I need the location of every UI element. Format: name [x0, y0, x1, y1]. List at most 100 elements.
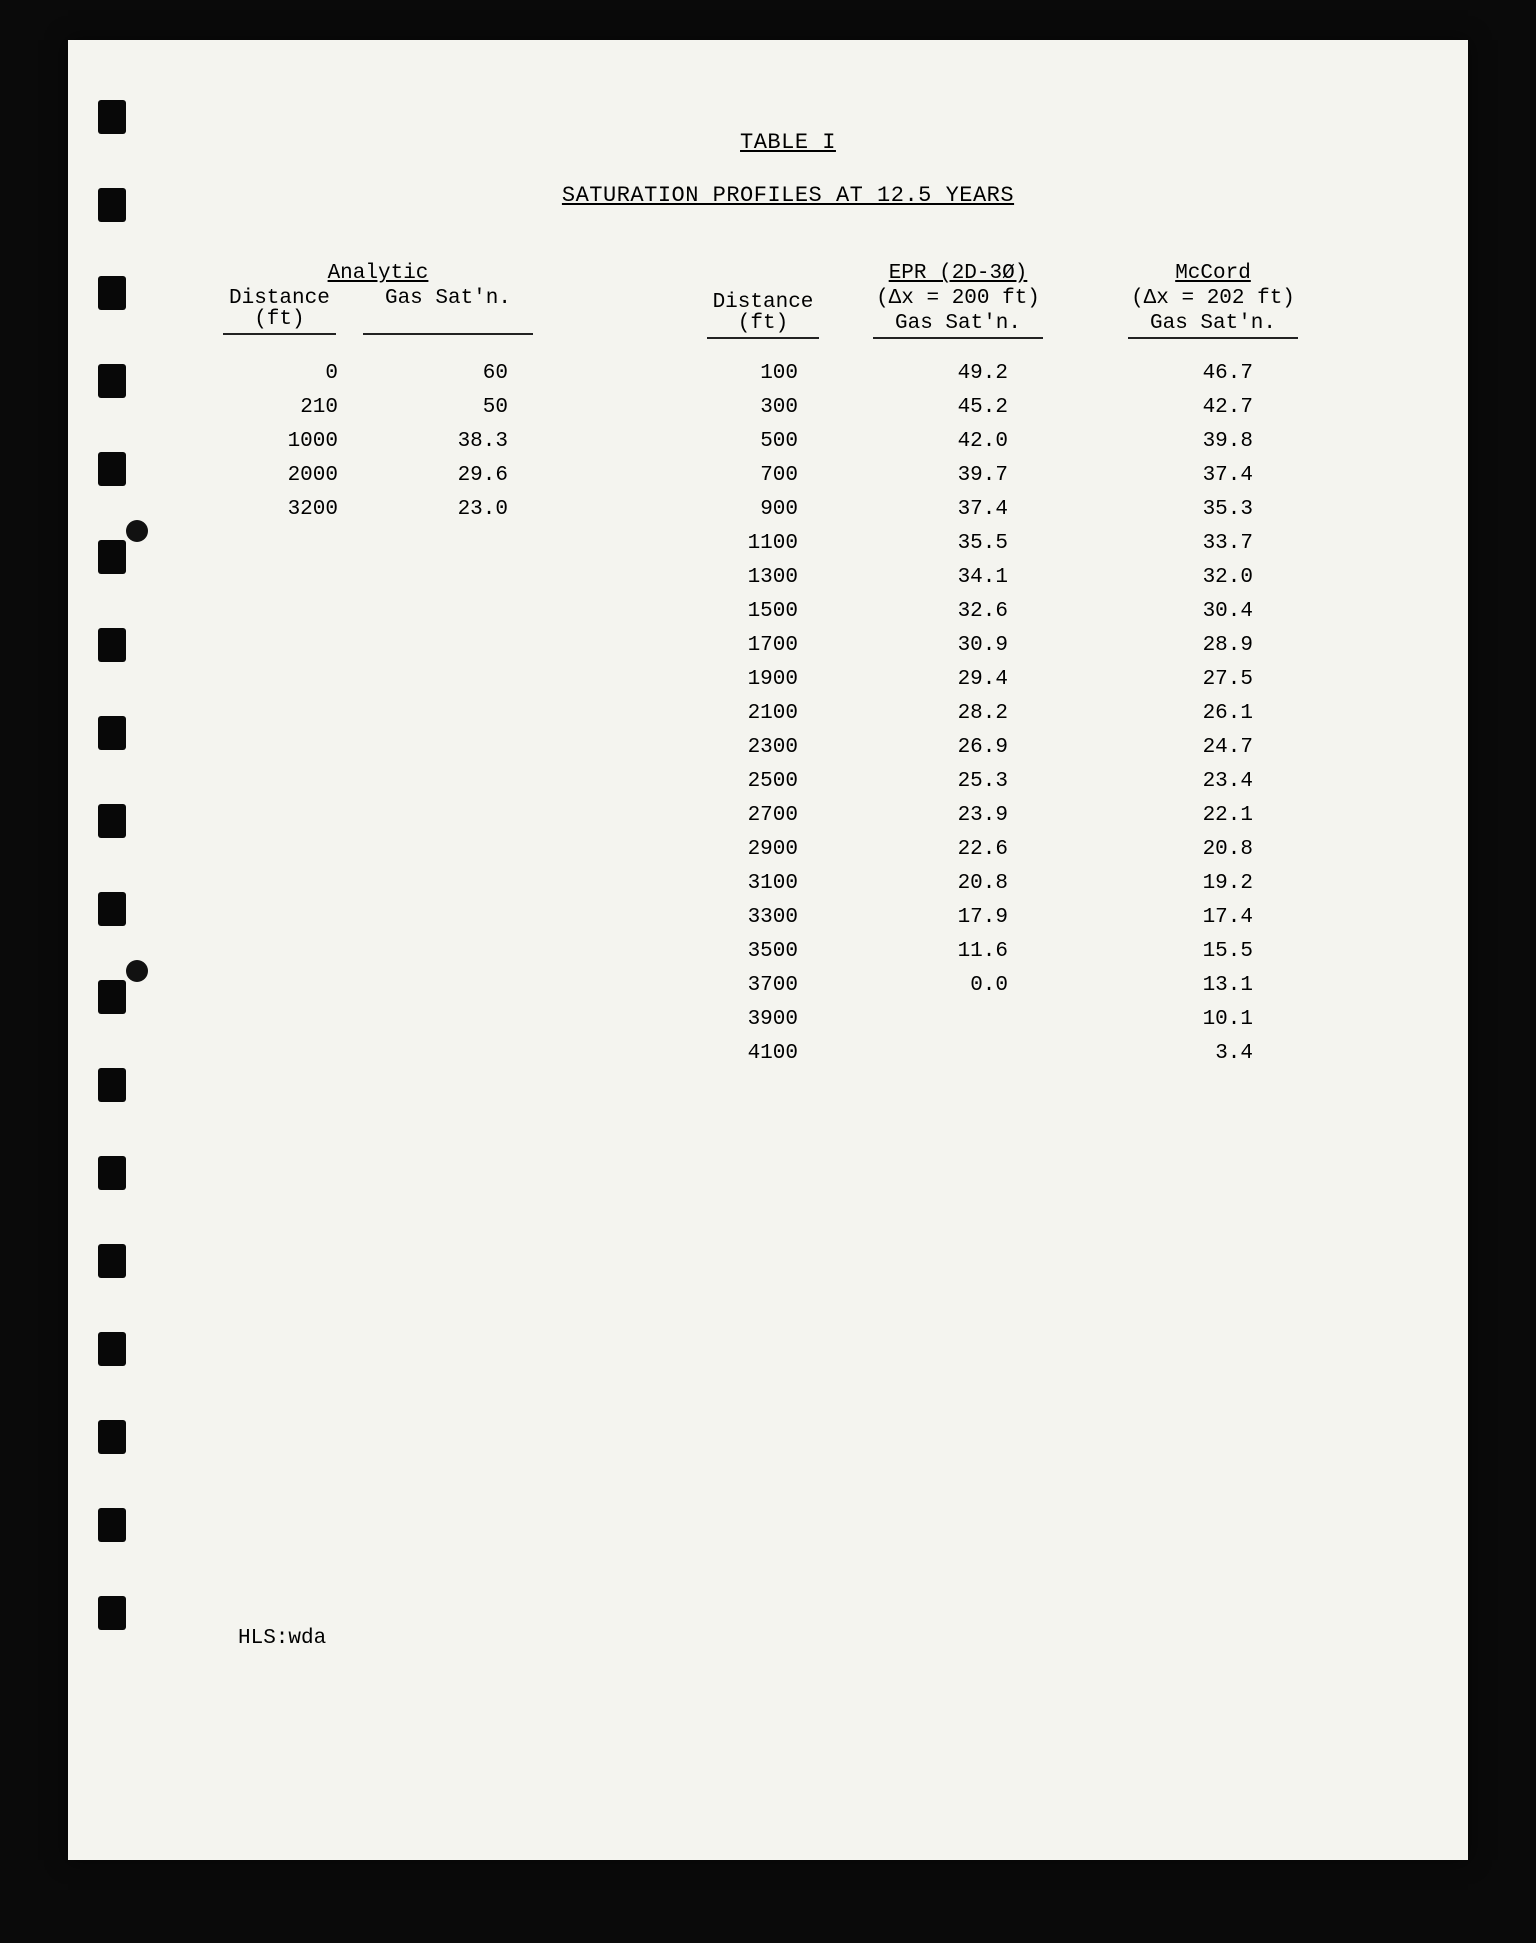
table-row: 350011.615.5	[218, 941, 1358, 975]
table-row: 290022.620.8	[218, 839, 1358, 873]
cell-analytic-distance: 2000	[228, 465, 338, 486]
cell-analytic-gas: 23.0	[378, 499, 508, 520]
table-row: 170030.9 28.9	[218, 635, 1358, 669]
cell-distance: 2700	[628, 805, 798, 826]
cell-analytic-distance: 0	[228, 363, 338, 384]
cell-distance: 3300	[628, 907, 798, 928]
cell-mccord: 15.5	[1038, 941, 1253, 962]
cell-mccord: 30.4	[1038, 601, 1253, 622]
col-head-gas-analytic: Gas Sat'n.	[363, 288, 533, 335]
cell-mccord: 33.7	[1038, 533, 1253, 554]
cell-epr: 32.6	[798, 601, 1008, 622]
cell-analytic-distance: 1000	[228, 431, 338, 452]
table-row: 320023.090037.435.3	[218, 499, 1358, 533]
col-head-distance-analytic: Distance (ft)	[223, 288, 336, 335]
cell-analytic-gas: 50	[378, 397, 508, 418]
table-row: 310020.819.2	[218, 873, 1358, 907]
cell-analytic-gas: 60	[378, 363, 508, 384]
cell-distance: 1100	[628, 533, 798, 554]
header-group-distance2: Distance (ft)	[683, 292, 843, 339]
cell-analytic-gas: 38.3	[378, 431, 508, 452]
table-caption: SATURATION PROFILES AT 12.5 YEARS	[562, 183, 1014, 208]
table-row: 41003.4	[218, 1043, 1358, 1077]
cell-distance: 100	[628, 363, 798, 384]
data-table: Analytic Distance (ft) Gas Sat'n. Distan…	[218, 263, 1358, 1077]
header-group-epr: EPR (2D-3Ø) (Δx = 200 ft) Gas Sat'n.	[853, 263, 1063, 339]
cell-epr: 35.5	[798, 533, 1008, 554]
table-row: 2000 29.6 70039.7 37.4	[218, 465, 1358, 499]
punch-hole	[126, 960, 148, 982]
binding-notch	[98, 100, 126, 134]
binding-notch	[98, 1244, 126, 1278]
cell-epr: 45.2	[798, 397, 1008, 418]
cell-mccord: 23.4	[1038, 771, 1253, 792]
cell-distance: 2500	[628, 771, 798, 792]
binding-notch	[98, 804, 126, 838]
cell-epr: 39.7	[798, 465, 1008, 486]
cell-mccord: 24.7	[1038, 737, 1253, 758]
header-group-mccord: McCord (Δx = 202 ft) Gas Sat'n.	[1118, 263, 1308, 339]
cell-epr: 11.6	[798, 941, 1008, 962]
table-row: 06010049.246.7	[218, 363, 1358, 397]
binding-notch	[98, 716, 126, 750]
cell-mccord: 27.5	[1038, 669, 1253, 690]
cell-epr: 37.4	[798, 499, 1008, 520]
cell-mccord: 32.0	[1038, 567, 1253, 588]
col-head-distance2: Distance (ft)	[707, 292, 820, 339]
table-row: 190029.4 27.5	[218, 669, 1358, 703]
cell-epr: 30.9	[798, 635, 1008, 656]
table-headers: Analytic Distance (ft) Gas Sat'n. Distan…	[218, 263, 1358, 339]
cell-mccord: 46.7	[1038, 363, 1253, 384]
cell-mccord: 17.4	[1038, 907, 1253, 928]
cell-mccord: 28.9	[1038, 635, 1253, 656]
cell-epr: 23.9	[798, 805, 1008, 826]
cell-distance: 2900	[628, 839, 798, 860]
mccord-title: McCord	[1175, 263, 1251, 284]
cell-distance: 500	[628, 431, 798, 452]
table-row: 110035.5 33.7	[218, 533, 1358, 567]
cell-epr: 29.4	[798, 669, 1008, 690]
cell-epr: 34.1	[798, 567, 1008, 588]
cell-epr: 22.6	[798, 839, 1008, 860]
cell-distance: 2100	[628, 703, 798, 724]
cell-distance: 1500	[628, 601, 798, 622]
header-group-analytic: Analytic Distance (ft) Gas Sat'n.	[223, 263, 533, 339]
epr-title: EPR (2D-3Ø)	[889, 263, 1028, 284]
cell-distance: 4100	[628, 1043, 798, 1064]
cell-distance: 2300	[628, 737, 798, 758]
binding-notch	[98, 1508, 126, 1542]
header-spacer	[533, 263, 683, 339]
cell-distance: 1700	[628, 635, 798, 656]
cell-mccord: 37.4	[1038, 465, 1253, 486]
table-body: 06010049.246.72105030045.242.7100038.350…	[218, 363, 1358, 1077]
cell-distance: 3900	[628, 1009, 798, 1030]
table-row: 250025.323.4	[218, 771, 1358, 805]
table-row: 210028.226.1	[218, 703, 1358, 737]
cell-analytic-gas: 29.6	[378, 465, 508, 486]
mccord-sub: (Δx = 202 ft)	[1118, 288, 1308, 309]
epr-sub: (Δx = 200 ft)	[853, 288, 1063, 309]
cell-distance: 3700	[628, 975, 798, 996]
table-row: 37000.013.1	[218, 975, 1358, 1009]
col-head-epr: Gas Sat'n.	[873, 313, 1043, 339]
binding-notch	[98, 452, 126, 486]
analytic-title: Analytic	[328, 263, 429, 284]
cell-mccord: 10.1	[1038, 1009, 1253, 1030]
cell-analytic-distance: 210	[228, 397, 338, 418]
cell-mccord: 42.7	[1038, 397, 1253, 418]
table-row: 130034.1 32.0	[218, 567, 1358, 601]
binding-notch	[98, 1068, 126, 1102]
col-head-mccord: Gas Sat'n.	[1128, 313, 1298, 339]
cell-mccord: 22.1	[1038, 805, 1253, 826]
cell-distance: 1300	[628, 567, 798, 588]
cell-mccord: 19.2	[1038, 873, 1253, 894]
cell-distance: 1900	[628, 669, 798, 690]
binding-strip	[68, 40, 168, 1860]
cell-distance: 900	[628, 499, 798, 520]
cell-mccord: 39.8	[1038, 431, 1253, 452]
cell-distance: 700	[628, 465, 798, 486]
cell-mccord: 13.1	[1038, 975, 1253, 996]
binding-notch	[98, 980, 126, 1014]
cell-epr: 20.8	[798, 873, 1008, 894]
table-row: 3900 10.1	[218, 1009, 1358, 1043]
